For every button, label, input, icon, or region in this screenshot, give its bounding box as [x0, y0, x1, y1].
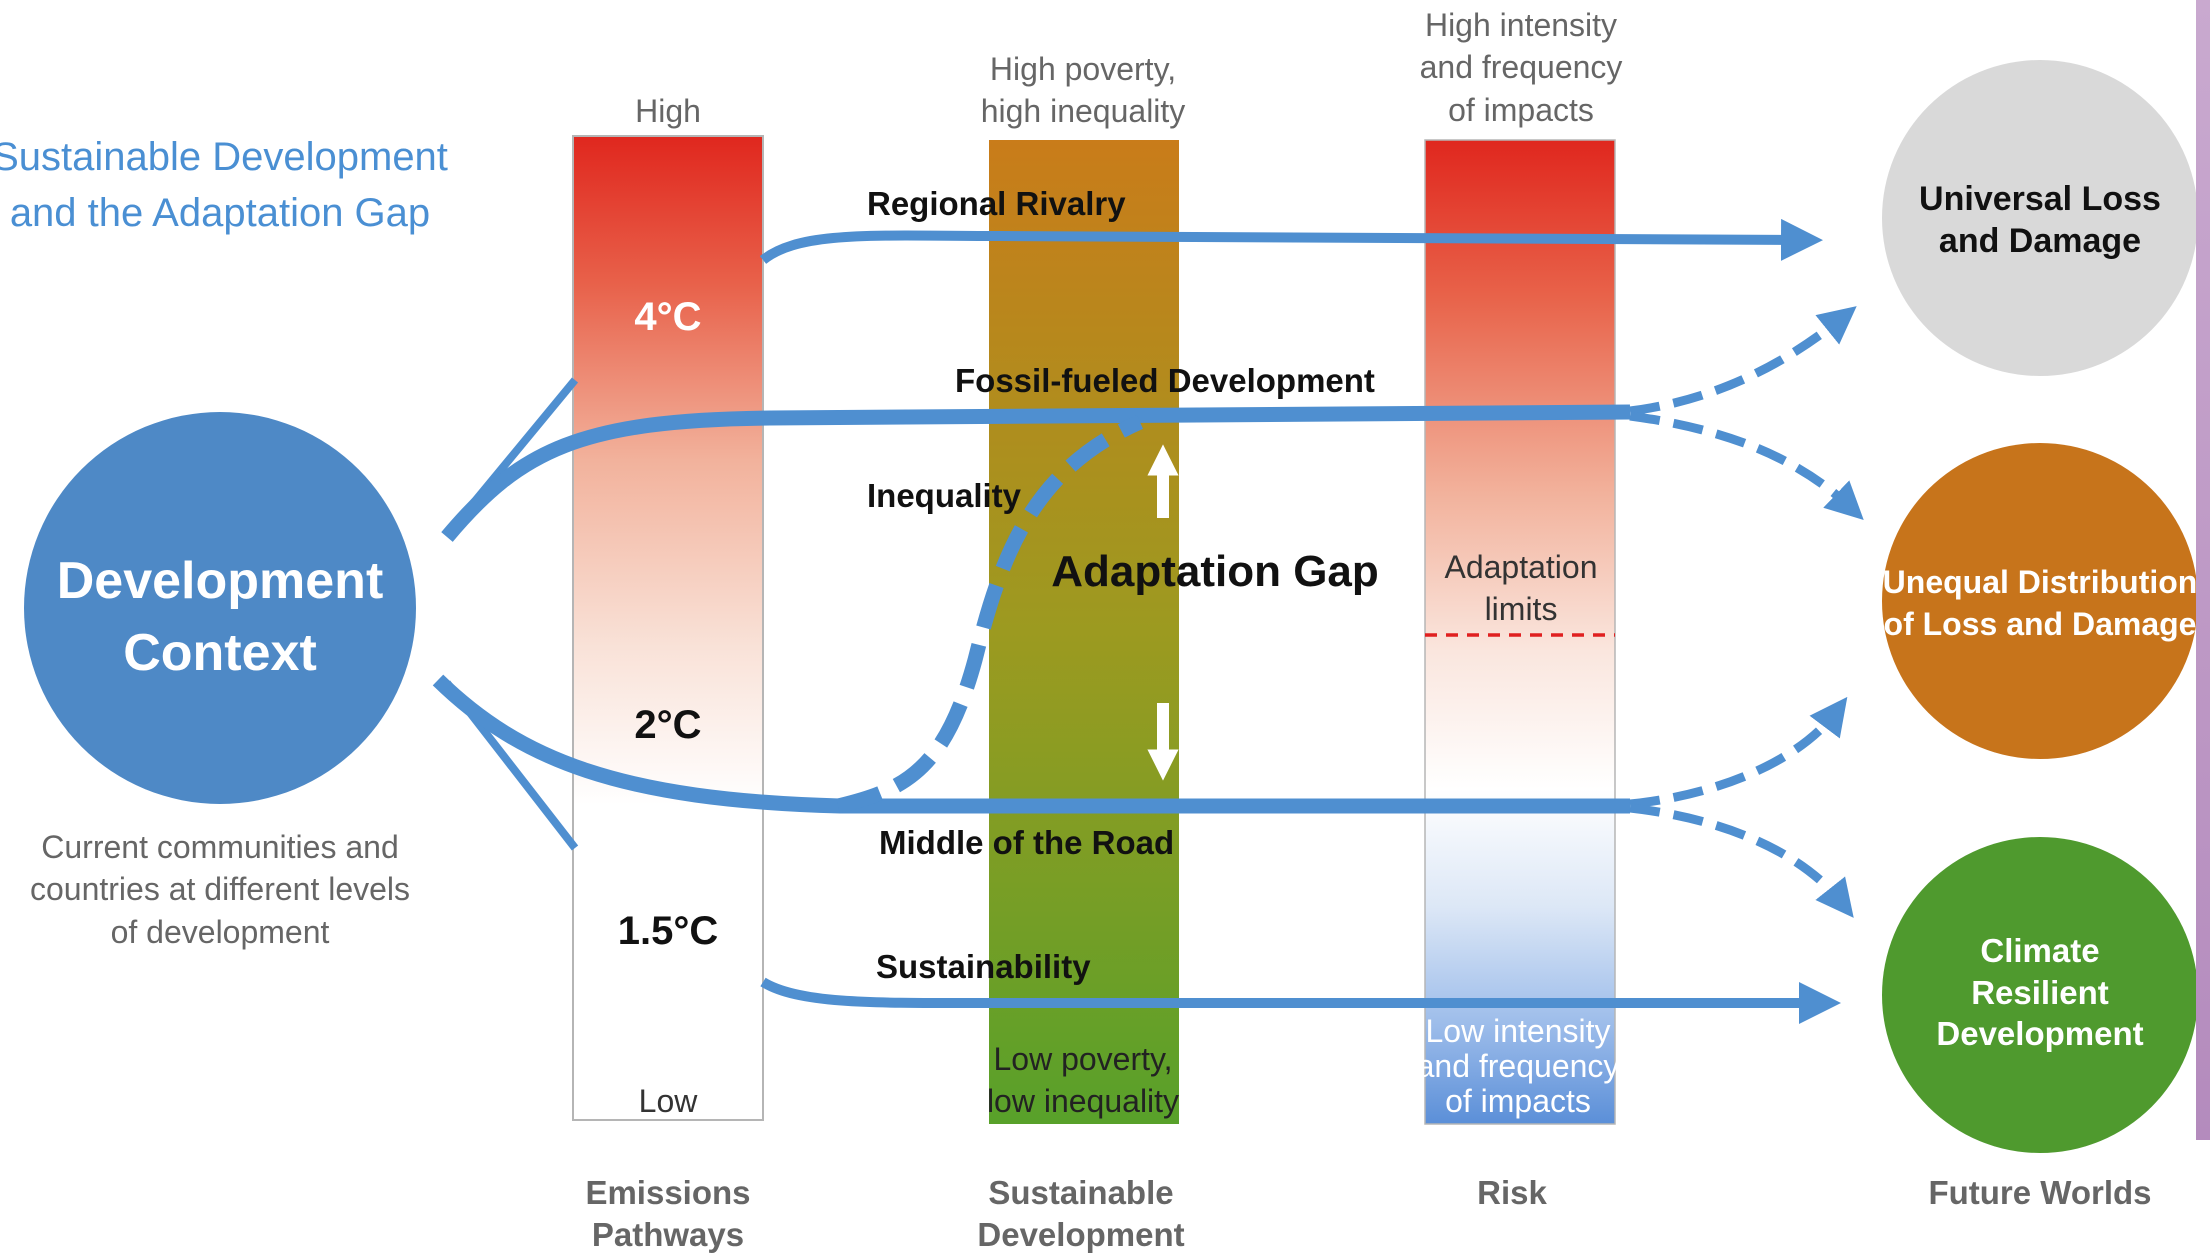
- development-bottom-label-1: Low poverty,: [993, 1041, 1172, 1077]
- development-context-circle: [24, 412, 416, 804]
- inequality-label: Inequality: [867, 477, 1022, 514]
- climate-resilient-line1: Climate: [1980, 932, 2099, 969]
- development-bottom-label-2: low inequality: [987, 1083, 1179, 1119]
- level-1-5c: 1.5°C: [618, 909, 719, 953]
- fossil-to-unequal-arrow: [1629, 411, 1864, 520]
- middle-road-arrow: [432, 674, 1630, 814]
- universal-loss-circle: [1882, 60, 2198, 376]
- emissions-high-label: High: [635, 93, 701, 129]
- emissions-axis-label-2: Pathways: [592, 1216, 744, 1253]
- climate-resilient-line3: Development: [1936, 1015, 2143, 1052]
- risk-axis-label: Risk: [1477, 1174, 1547, 1211]
- development-bar: [989, 140, 1179, 1124]
- unequal-distribution-circle: [1882, 443, 2198, 759]
- middle-to-resilient-arrow: [1629, 803, 1854, 918]
- development-axis-label-2: Development: [977, 1216, 1184, 1253]
- diagram-title-line1: Sustainable Development: [0, 135, 448, 179]
- development-context-line1: Development: [57, 552, 384, 610]
- adaptation-gap-label: Adaptation Gap: [1051, 547, 1379, 596]
- unequal-distribution-line2: of Loss and Damage: [1884, 606, 2197, 642]
- adaptation-limits-label-2: limits: [1485, 591, 1558, 627]
- development-top-label-1: High poverty,: [990, 51, 1176, 87]
- fossil-to-universal-arrow: [1629, 306, 1857, 416]
- risk-bar: [1424, 139, 1616, 1125]
- future-worlds-axis-label: Future Worlds: [1928, 1174, 2151, 1211]
- middle-road-label: Middle of the Road: [879, 824, 1174, 861]
- right-edge-strip: [2196, 0, 2210, 1140]
- risk-top-label-3: of impacts: [1448, 92, 1594, 128]
- level-4c: 4°C: [634, 295, 701, 339]
- climate-resilient-circle: [1882, 837, 2198, 1153]
- universal-loss-line1: Universal Loss: [1919, 180, 2161, 218]
- diagram-title-line2: and the Adaptation Gap: [10, 191, 430, 235]
- development-context-line2: Context: [123, 624, 317, 682]
- level-2c: 2°C: [634, 703, 701, 747]
- adaptation-limits-label-1: Adaptation: [1444, 549, 1597, 585]
- fossil-fueled-label: Fossil-fueled Development: [955, 362, 1375, 399]
- risk-bottom-label-2: and frequency: [1417, 1048, 1620, 1084]
- fossil-fueled-arrow: [441, 404, 1631, 542]
- context-caption-line2: countries at different levels: [30, 871, 410, 907]
- sustainability-label: Sustainability: [876, 948, 1091, 985]
- climate-resilient-line2: Resilient: [1971, 974, 2109, 1011]
- regional-rivalry-arrow: [759, 218, 1823, 265]
- emissions-axis-label-1: Emissions: [585, 1174, 750, 1211]
- development-top-label-2: high inequality: [981, 93, 1186, 129]
- inequality-arrow: [836, 415, 1144, 814]
- risk-bottom-label-1: Low intensity: [1426, 1013, 1611, 1049]
- risk-top-label-1: High intensity: [1425, 7, 1617, 43]
- regional-rivalry-label: Regional Rivalry: [867, 185, 1126, 222]
- context-caption-line3: of development: [111, 914, 330, 950]
- universal-loss-line2: and Damage: [1939, 222, 2141, 260]
- risk-top-label-2: and frequency: [1420, 49, 1623, 85]
- middle-to-unequal-arrow: [1629, 696, 1848, 809]
- risk-bottom-label-3: of impacts: [1445, 1083, 1591, 1119]
- sustainability-arrow: [760, 977, 1841, 1024]
- development-axis-label-1: Sustainable: [988, 1174, 1173, 1211]
- pathway-arrows: [432, 218, 1864, 1024]
- unequal-distribution-line1: Unequal Distribution: [1883, 564, 2198, 600]
- emissions-low-label: Low: [639, 1083, 699, 1119]
- emissions-bar: [572, 135, 764, 1121]
- context-caption-line1: Current communities and: [41, 829, 398, 865]
